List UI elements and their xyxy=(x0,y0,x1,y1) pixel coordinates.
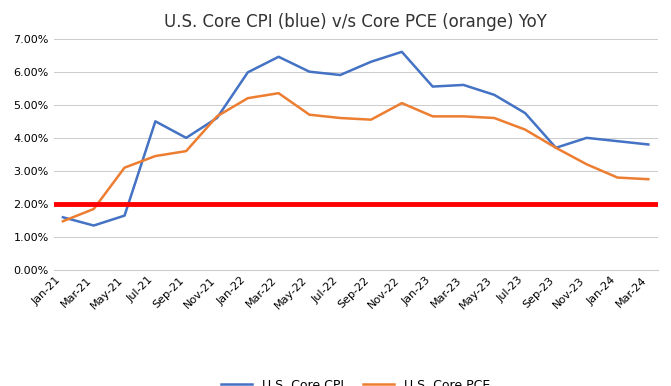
U.S. Core CPI xyxy=(613,139,621,144)
U.S. Core CPI xyxy=(90,223,98,228)
U.S. Core PCE xyxy=(274,91,282,95)
U.S. Core CPI xyxy=(305,69,313,74)
U.S. Core CPI xyxy=(429,84,437,89)
U.S. Core PCE xyxy=(213,114,221,119)
U.S. Core PCE xyxy=(305,112,313,117)
U.S. Core CPI xyxy=(460,83,468,87)
U.S. Core CPI xyxy=(121,213,129,218)
Title: U.S. Core CPI (blue) v/s Core PCE (orange) YoY: U.S. Core CPI (blue) v/s Core PCE (orang… xyxy=(164,14,547,32)
U.S. Core PCE xyxy=(336,116,344,120)
U.S. Core PCE xyxy=(182,149,190,153)
U.S. Core CPI xyxy=(274,54,282,59)
U.S. Core PCE xyxy=(367,117,375,122)
Line: U.S. Core CPI: U.S. Core CPI xyxy=(63,52,648,225)
U.S. Core CPI xyxy=(336,73,344,77)
U.S. Core PCE xyxy=(644,177,652,181)
U.S. Core PCE xyxy=(491,116,499,120)
U.S. Core PCE xyxy=(90,207,98,211)
U.S. Core CPI xyxy=(244,70,252,74)
U.S. Core PCE xyxy=(460,114,468,119)
U.S. Core CPI xyxy=(213,116,221,120)
U.S. Core CPI xyxy=(59,215,67,220)
U.S. Core CPI xyxy=(398,49,406,54)
U.S. Core CPI xyxy=(582,135,590,140)
U.S. Core CPI xyxy=(367,59,375,64)
U.S. Core PCE xyxy=(552,146,560,150)
Legend: U.S. Core CPI, U.S. Core PCE: U.S. Core CPI, U.S. Core PCE xyxy=(216,374,495,386)
U.S. Core PCE xyxy=(613,175,621,180)
U.S. Core PCE xyxy=(429,114,437,119)
U.S. Core PCE xyxy=(582,162,590,167)
U.S. Core CPI xyxy=(152,119,160,124)
U.S. Core CPI xyxy=(491,93,499,97)
U.S. Core PCE xyxy=(244,96,252,100)
U.S. Core PCE xyxy=(59,219,67,223)
U.S. Core PCE xyxy=(521,127,529,132)
U.S. Core PCE xyxy=(398,101,406,105)
Line: U.S. Core PCE: U.S. Core PCE xyxy=(63,93,648,221)
U.S. Core PCE xyxy=(121,165,129,170)
U.S. Core CPI xyxy=(521,111,529,115)
U.S. Core CPI xyxy=(182,135,190,140)
U.S. Core CPI xyxy=(552,146,560,150)
U.S. Core CPI xyxy=(644,142,652,147)
U.S. Core PCE xyxy=(152,154,160,158)
